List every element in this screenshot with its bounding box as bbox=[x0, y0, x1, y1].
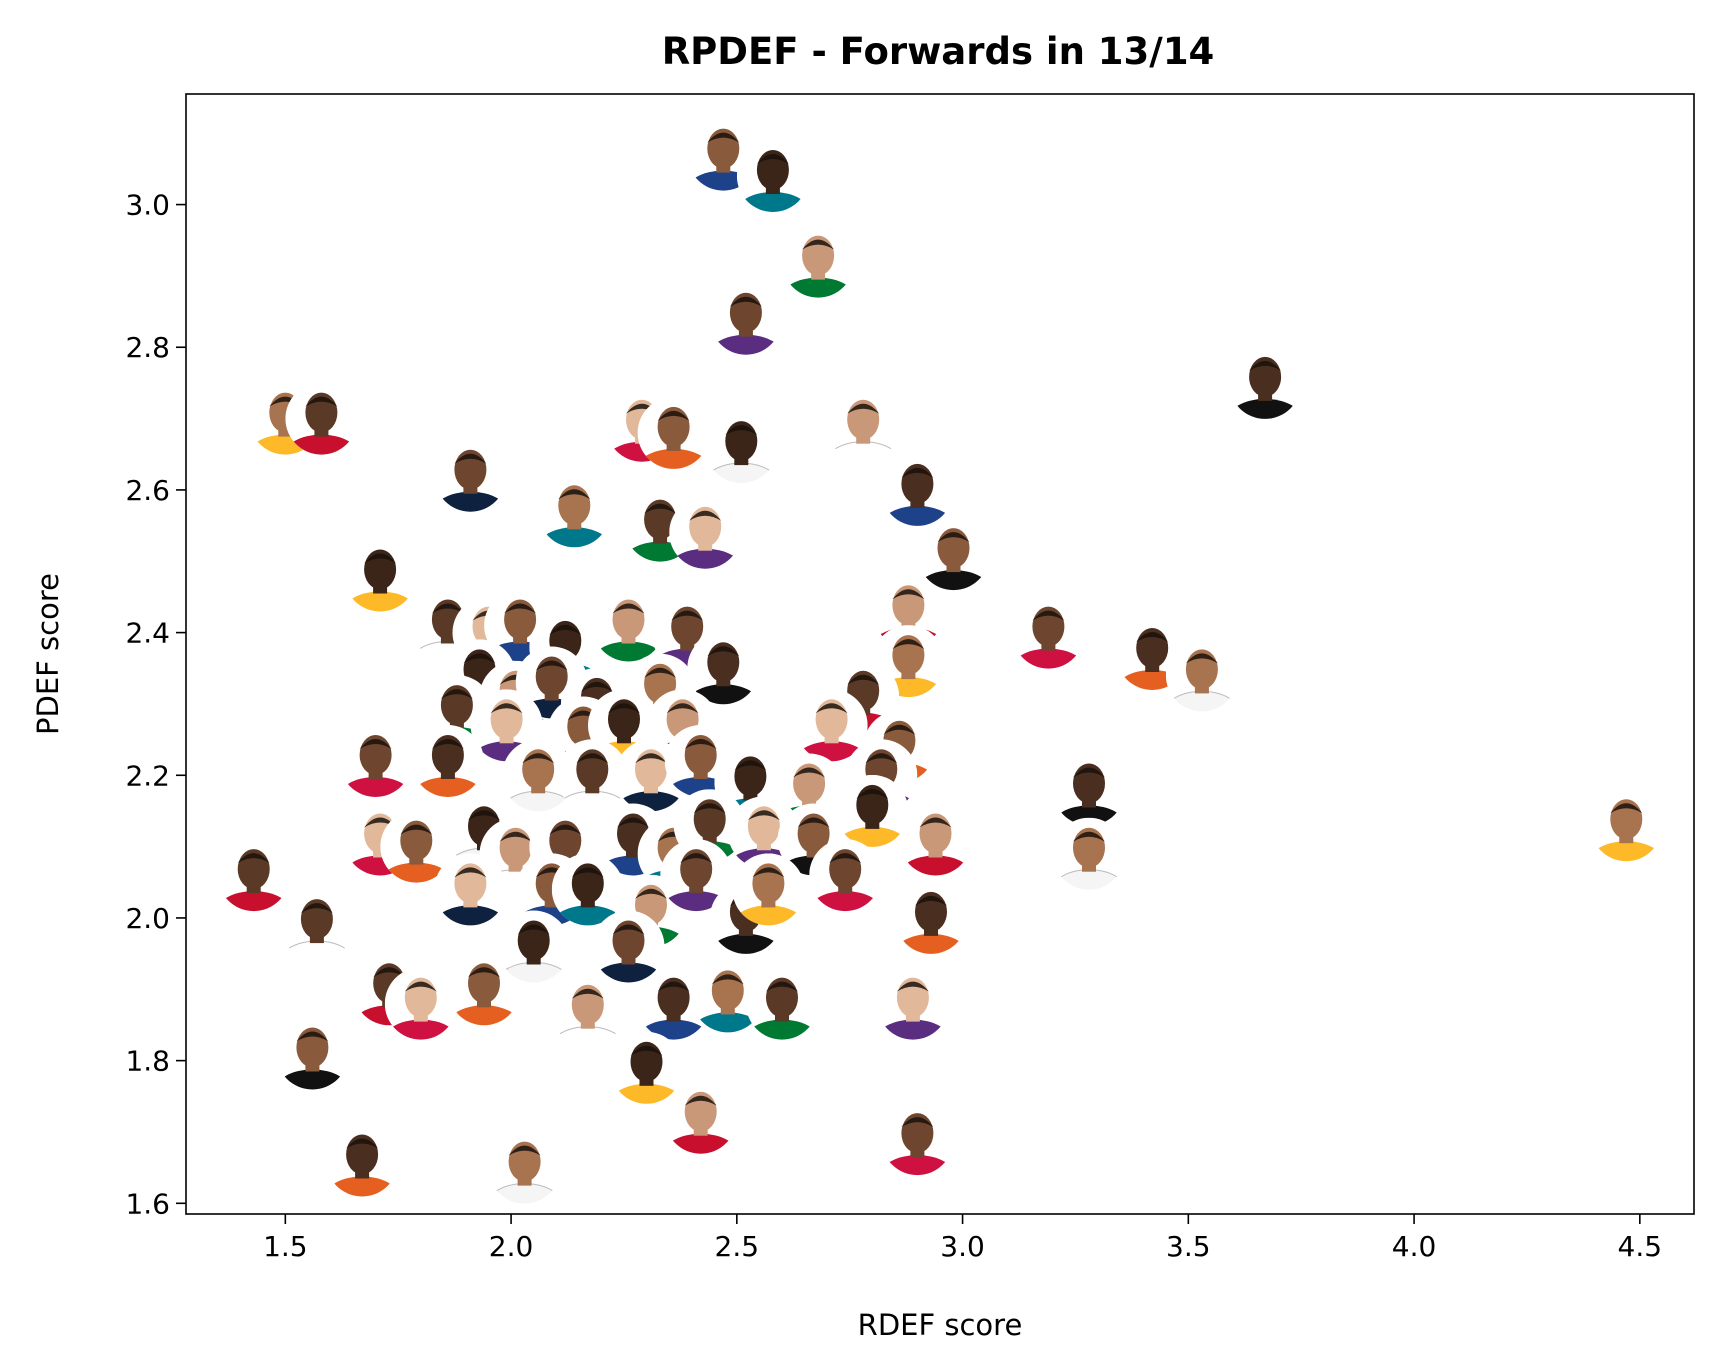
data-point-headshot bbox=[876, 967, 949, 1040]
x-tick-label: 1.5 bbox=[263, 1230, 308, 1263]
y-axis-ticks: 1.6 1.8 2.0 2.2 2.4 2.6 2.8 3.0 bbox=[125, 189, 186, 1220]
data-point-headshot bbox=[326, 1124, 399, 1197]
data-point-headshot bbox=[795, 689, 868, 762]
data-point-headshot bbox=[1053, 817, 1125, 890]
y-tick-label: 2.0 bbox=[125, 902, 170, 935]
data-point-headshot bbox=[434, 439, 507, 512]
data-point-headshot bbox=[551, 853, 624, 926]
x-tick-label: 4.0 bbox=[1392, 1230, 1437, 1263]
data-point-headshot bbox=[217, 839, 290, 912]
x-tick-label: 3.5 bbox=[1166, 1230, 1211, 1263]
data-point-headshot bbox=[687, 632, 760, 705]
data-point-headshot bbox=[881, 1103, 954, 1176]
data-point-headshot bbox=[610, 1031, 683, 1104]
data-point-headshot bbox=[899, 803, 972, 876]
data-point-headshot bbox=[705, 411, 778, 484]
data-points bbox=[217, 118, 1663, 1204]
data-point-headshot bbox=[782, 225, 855, 298]
data-point-headshot bbox=[1590, 789, 1663, 862]
data-point-headshot bbox=[809, 839, 882, 912]
data-point-headshot bbox=[1165, 639, 1238, 712]
y-tick-label: 1.6 bbox=[125, 1187, 170, 1220]
data-point-headshot bbox=[551, 974, 624, 1047]
data-point-headshot bbox=[827, 389, 900, 462]
x-axis-ticks: 1.5 2.0 2.5 3.0 3.5 4.0 4.5 bbox=[263, 1214, 1662, 1263]
data-point-headshot bbox=[836, 774, 909, 847]
data-point-headshot bbox=[664, 1081, 737, 1154]
data-point-headshot bbox=[736, 140, 809, 212]
chart-title: RPDEF - Forwards in 13/14 bbox=[662, 30, 1215, 73]
data-point-headshot bbox=[470, 689, 543, 762]
data-point-headshot bbox=[1229, 346, 1302, 419]
data-point-headshot bbox=[592, 910, 665, 983]
data-point-headshot bbox=[280, 889, 353, 962]
data-point-headshot bbox=[488, 1131, 561, 1204]
data-point-headshot bbox=[380, 810, 453, 883]
data-point-headshot bbox=[669, 496, 742, 569]
data-point-headshot bbox=[709, 282, 782, 355]
data-point-headshot bbox=[285, 382, 358, 455]
data-point-headshot bbox=[637, 396, 710, 469]
data-point-headshot bbox=[881, 453, 954, 526]
y-tick-label: 2.4 bbox=[125, 617, 170, 650]
data-point-headshot bbox=[411, 725, 484, 797]
data-point-headshot bbox=[895, 881, 967, 954]
y-tick-label: 2.6 bbox=[125, 474, 170, 507]
data-point-headshot bbox=[917, 518, 990, 591]
data-point-headshot bbox=[1012, 596, 1085, 669]
data-point-headshot bbox=[538, 475, 611, 548]
y-tick-label: 2.2 bbox=[125, 759, 170, 792]
data-point-headshot bbox=[434, 853, 507, 926]
y-tick-label: 2.8 bbox=[125, 331, 170, 364]
data-point-headshot bbox=[1053, 753, 1125, 826]
x-tick-label: 2.0 bbox=[489, 1230, 534, 1263]
data-point-headshot bbox=[276, 1017, 349, 1090]
x-tick-label: 4.5 bbox=[1618, 1230, 1663, 1263]
x-tick-label: 2.5 bbox=[715, 1230, 760, 1263]
data-point-headshot bbox=[732, 853, 805, 926]
plot-area-frame bbox=[185, 93, 1695, 1215]
y-tick-label: 3.0 bbox=[125, 189, 170, 222]
data-point-headshot bbox=[497, 910, 570, 983]
y-axis-label: PDEF score bbox=[31, 573, 65, 735]
y-tick-label: 1.8 bbox=[125, 1045, 170, 1078]
data-point-headshot bbox=[746, 967, 818, 1040]
data-point-headshot bbox=[344, 539, 417, 612]
x-axis-label: RDEF score bbox=[858, 1308, 1023, 1342]
data-point-headshot bbox=[339, 725, 412, 797]
x-tick-label: 3.0 bbox=[940, 1230, 985, 1263]
data-point-headshot bbox=[384, 967, 457, 1040]
data-point-headshot bbox=[448, 953, 520, 1026]
